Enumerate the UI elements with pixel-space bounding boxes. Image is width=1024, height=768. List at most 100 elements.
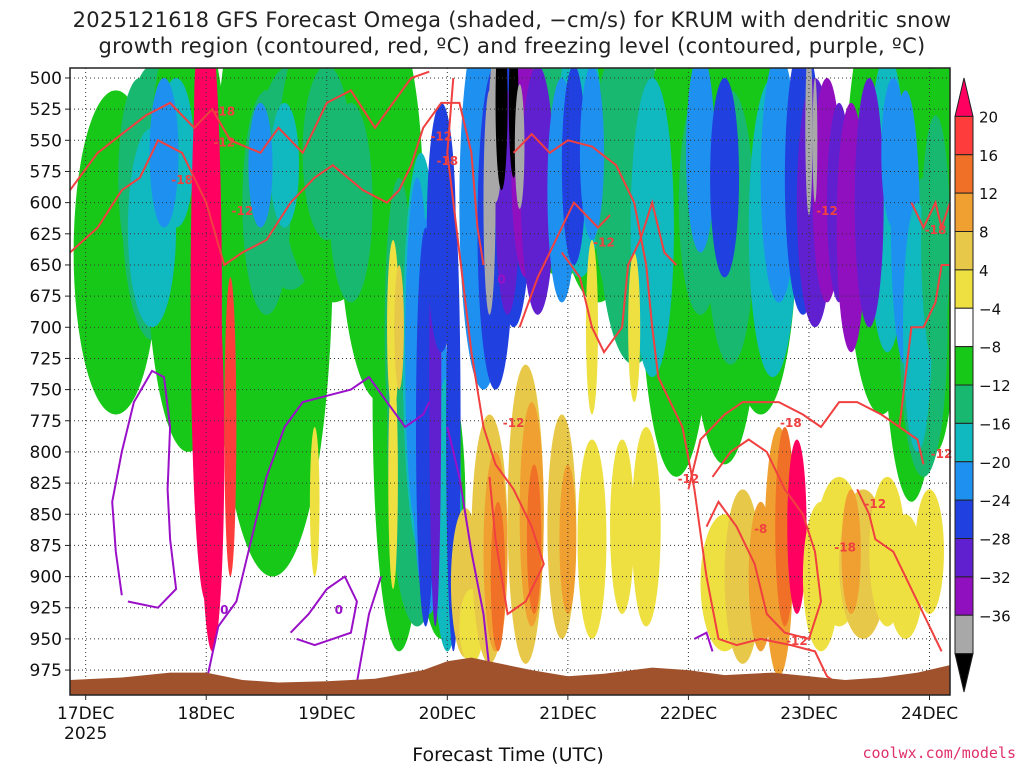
omega-contour-108 [388,364,398,590]
x-tick-label-2: 19DEC [298,704,355,724]
colorbar: 20 16 12 8 4 −4 −8 −12 −16 −20 −24 −28 −32 −36 [954,77,1011,693]
freezing-contour-5 [693,631,714,652]
y-tick-label-9: 725 [30,349,62,369]
colorbar-label-12: −32 [979,569,1011,587]
contour-label-11: -18 [780,416,802,430]
freezing-contour-4 [446,426,491,671]
y-tick-label-16: 900 [30,568,62,588]
colorbar-swatch-12 [954,538,974,578]
contour-label-3: -12 [232,204,254,218]
colorbar-label-10: −24 [979,492,1011,510]
x-axis-label: Forecast Time (UTC) [412,744,604,766]
omega-contour-92 [577,439,607,639]
contour-label-12: -12 [864,497,886,511]
contour-label-14: -18 [925,223,947,237]
y-tick-label-3: 575 [30,162,62,182]
dgz-contour-7 [856,488,943,652]
omega-contour-74 [805,68,813,216]
colorbar-label-3: 8 [979,224,989,242]
colorbar-swatch-0 [954,77,974,117]
colorbar-label-8: −16 [979,415,1011,433]
omega-contour-60 [710,77,740,278]
colorbar-swatch-3 [954,192,974,232]
freezing-contour-3 [355,576,382,683]
dgz-contour-10 [518,200,611,328]
contour-label-6: -12 [593,235,615,249]
y-tick-label-15: 875 [30,536,62,556]
omega-contour-55 [520,68,555,315]
dgz-contour-0 [70,101,485,267]
x-tick-label-5: 22DEC [660,704,717,724]
colorbar-swatch-8 [954,384,974,424]
y-tick-label-19: 975 [30,661,62,681]
omega-contour-68 [881,77,906,228]
omega-contour-86 [490,501,506,652]
contour-label-10: -12 [816,204,838,218]
dgz-contour-9 [910,199,950,232]
terrain [70,657,950,695]
contour-label-1: -12 [213,136,235,150]
contour-label-9: -8 [754,522,767,536]
colorbar-label-4: 4 [979,262,989,280]
contour-label-8: -12 [678,472,700,486]
omega-contour-44 [248,102,273,228]
omega-contour-93 [610,439,635,614]
colorbar-label-5: −4 [979,300,1001,318]
freezing-contour-2 [289,575,358,647]
colorbar-swatch-9 [954,422,974,463]
y-tick-label-1: 525 [30,100,62,120]
y-axis: 500 525 550 575 600 625 650 675 700 725 750 775 800 8… [30,69,70,681]
omega-contour-78 [194,68,214,178]
omega-contour-25 [270,102,300,228]
contour-label-16: -12 [786,634,808,648]
y-tick-label-10: 750 [30,381,62,401]
omega-contour-91 [559,464,577,614]
contour-label-7: -12 [503,416,525,430]
y-tick-label-5: 625 [30,225,62,245]
clear-zone-1 [80,327,140,626]
y-tick-label-6: 650 [30,256,62,276]
freezing-contour-1 [205,375,431,683]
colorbar-swatch-5 [954,269,974,309]
colorbar-swatch-2 [954,154,974,194]
colorbar-label-6: −8 [979,339,1001,357]
x-tick-label-1: 18DEC [178,704,235,724]
colorbar-label-7: −12 [979,377,1011,395]
omega-contour-107 [841,489,861,614]
contour-label-15: -12 [931,447,953,461]
dgz-contour-4 [560,198,678,355]
y-tick-label-18: 950 [30,630,62,650]
y-tick-label-8: 700 [30,318,62,338]
omega-contour-100 [787,439,807,614]
y-tick-label-14: 850 [30,505,62,525]
x-tick-label-6: 23DEC [780,704,837,724]
omega-contour-43 [149,77,179,228]
dgz-contour-5 [687,401,925,490]
colorbar-swatch-11 [954,499,974,539]
omega-contour-67 [854,77,884,328]
colorbar-swatch-4 [954,231,974,271]
colorbar-label-0: 20 [979,108,998,126]
colorbar-label-2: 12 [979,185,998,203]
colorbar-swatch-10 [954,461,974,501]
contour-label-5: -18 [436,154,458,168]
colorbar-swatch-1 [954,115,974,156]
colorbar-swatch-13 [954,576,974,616]
y-tick-label-0: 500 [30,69,62,89]
omega-contour-109 [309,426,320,577]
omega-contour-35 [630,77,674,378]
y-tick-label-13: 825 [30,474,62,494]
dgz-contour-3 [512,132,846,690]
dgz-contour-6 [705,438,823,641]
y-tick-label-17: 925 [30,599,62,619]
omega-contour-79 [224,277,237,577]
colorbar-label-13: −36 [979,607,1011,625]
omega-contour-34 [591,68,641,303]
colorbar-label-9: −20 [979,454,1011,472]
colorbar-swatch-7 [954,346,974,386]
omega-contour-71 [495,68,508,191]
omega-contour-89 [526,464,542,614]
contour-label-17: 0 [220,603,228,617]
